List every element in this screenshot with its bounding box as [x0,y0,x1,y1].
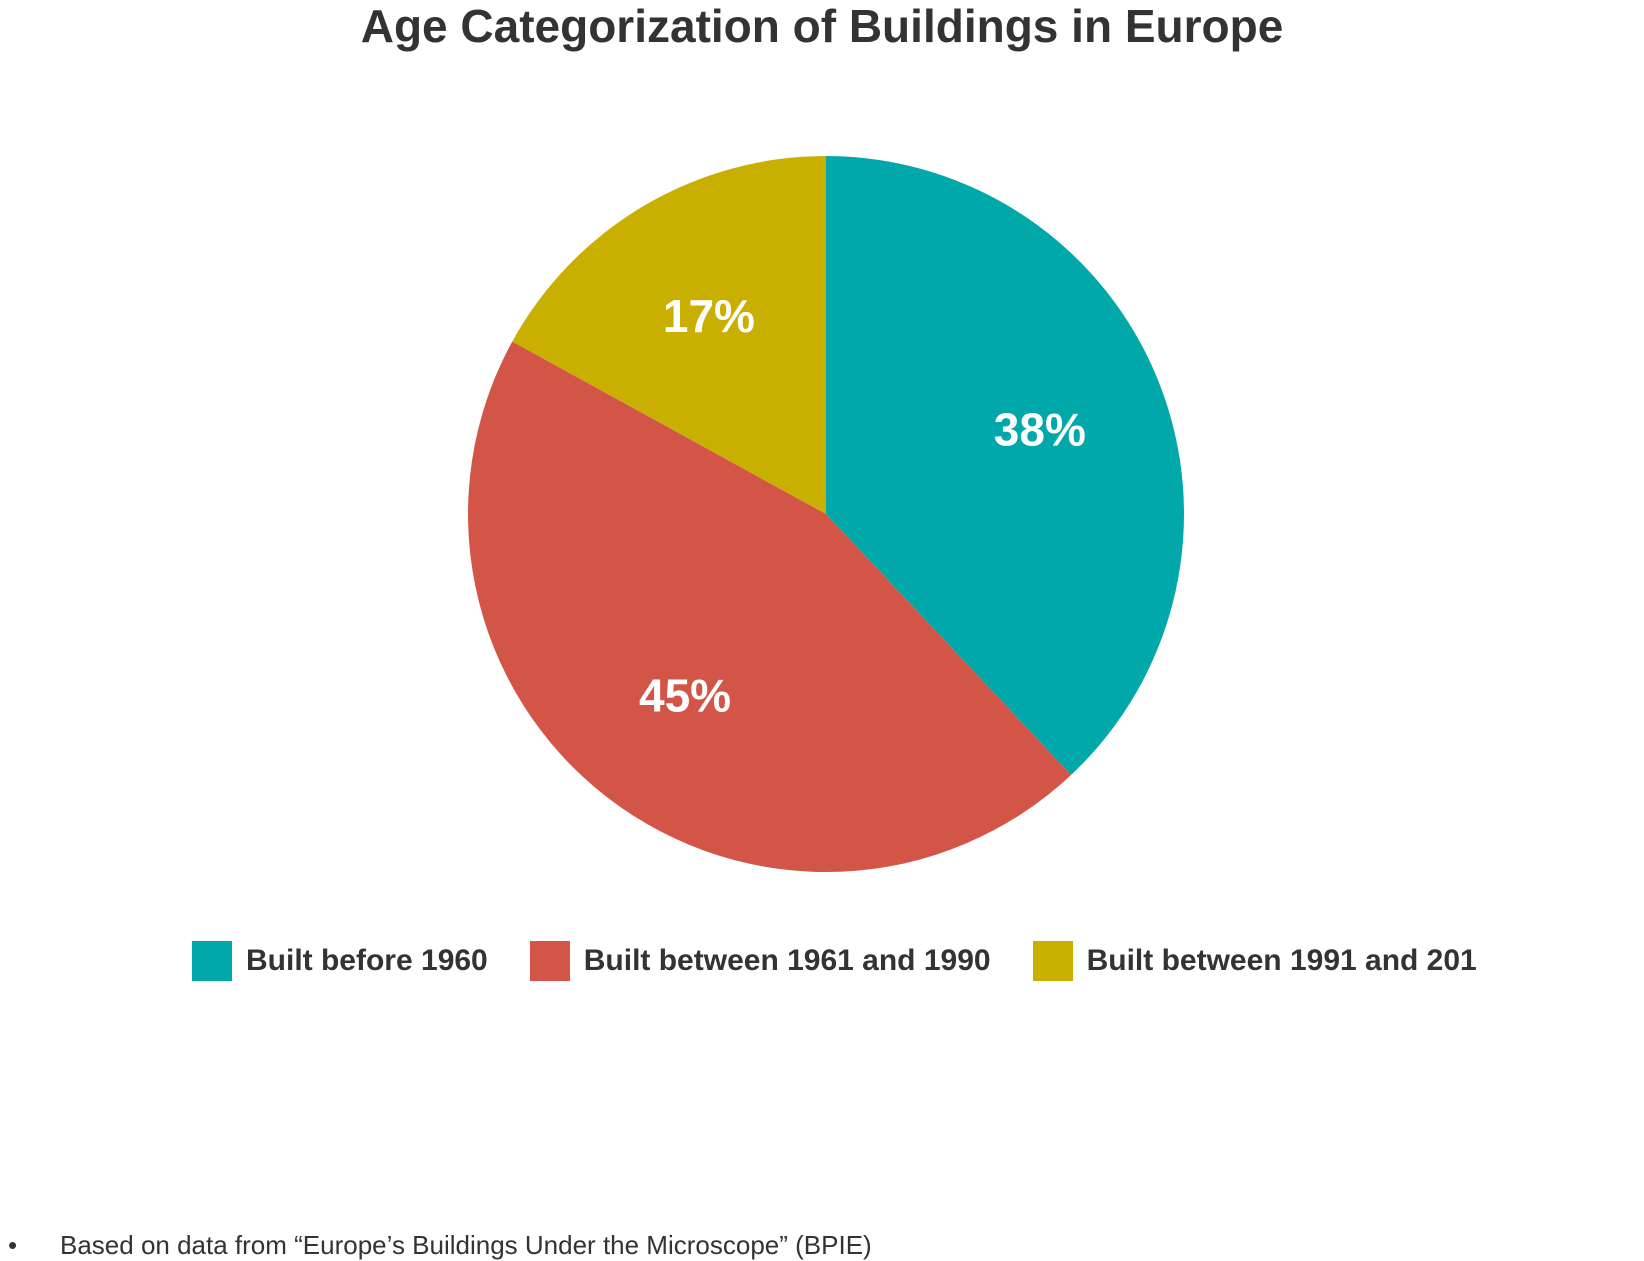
pie-slice-label-built-between-1961-and-1990: 45% [639,670,731,722]
legend-swatch [192,941,232,981]
pie-slice-label-built-between-1991-and-201: 17% [663,290,755,342]
legend-swatch [1032,941,1073,981]
pie-chart: 38% 45% 17% [468,156,1184,872]
pie-slice-labels: 38% 45% 17% [639,290,1086,722]
pie-slices [468,156,1184,872]
footnote: • Based on data from “Europe’s Buildings… [0,1230,872,1260]
pie-slice-built-between-1991-and-201 [512,156,826,514]
legend-swatch [529,941,570,981]
chart-legend: Built before 1960 Built between 1961 and … [192,939,1519,983]
legend-label: Built between 1991 and 201 [1086,944,1477,977]
footnote-text: Based on data from “Europe’s Buildings U… [60,1229,872,1260]
legend-item-built-between-1991-and-201: Built between 1991 and 201 [1032,941,1477,981]
legend-label: Built before 1960 [246,944,488,977]
legend-label: Built between 1961 and 1990 [583,944,991,977]
pie-slice-built-before-1960 [826,156,1184,775]
legend-item-built-between-1961-and-1990: Built between 1961 and 1990 [529,941,991,981]
pie-slice-label-built-before-1960: 38% [994,403,1086,455]
pie-slice-built-between-1961-and-1990 [468,341,1072,872]
legend-item-built-before-1960: Built before 1960 [192,941,488,981]
chart-title: Age Categorization of Buildings in Europ… [360,0,1284,52]
footnote-bullet: • [8,1229,18,1260]
